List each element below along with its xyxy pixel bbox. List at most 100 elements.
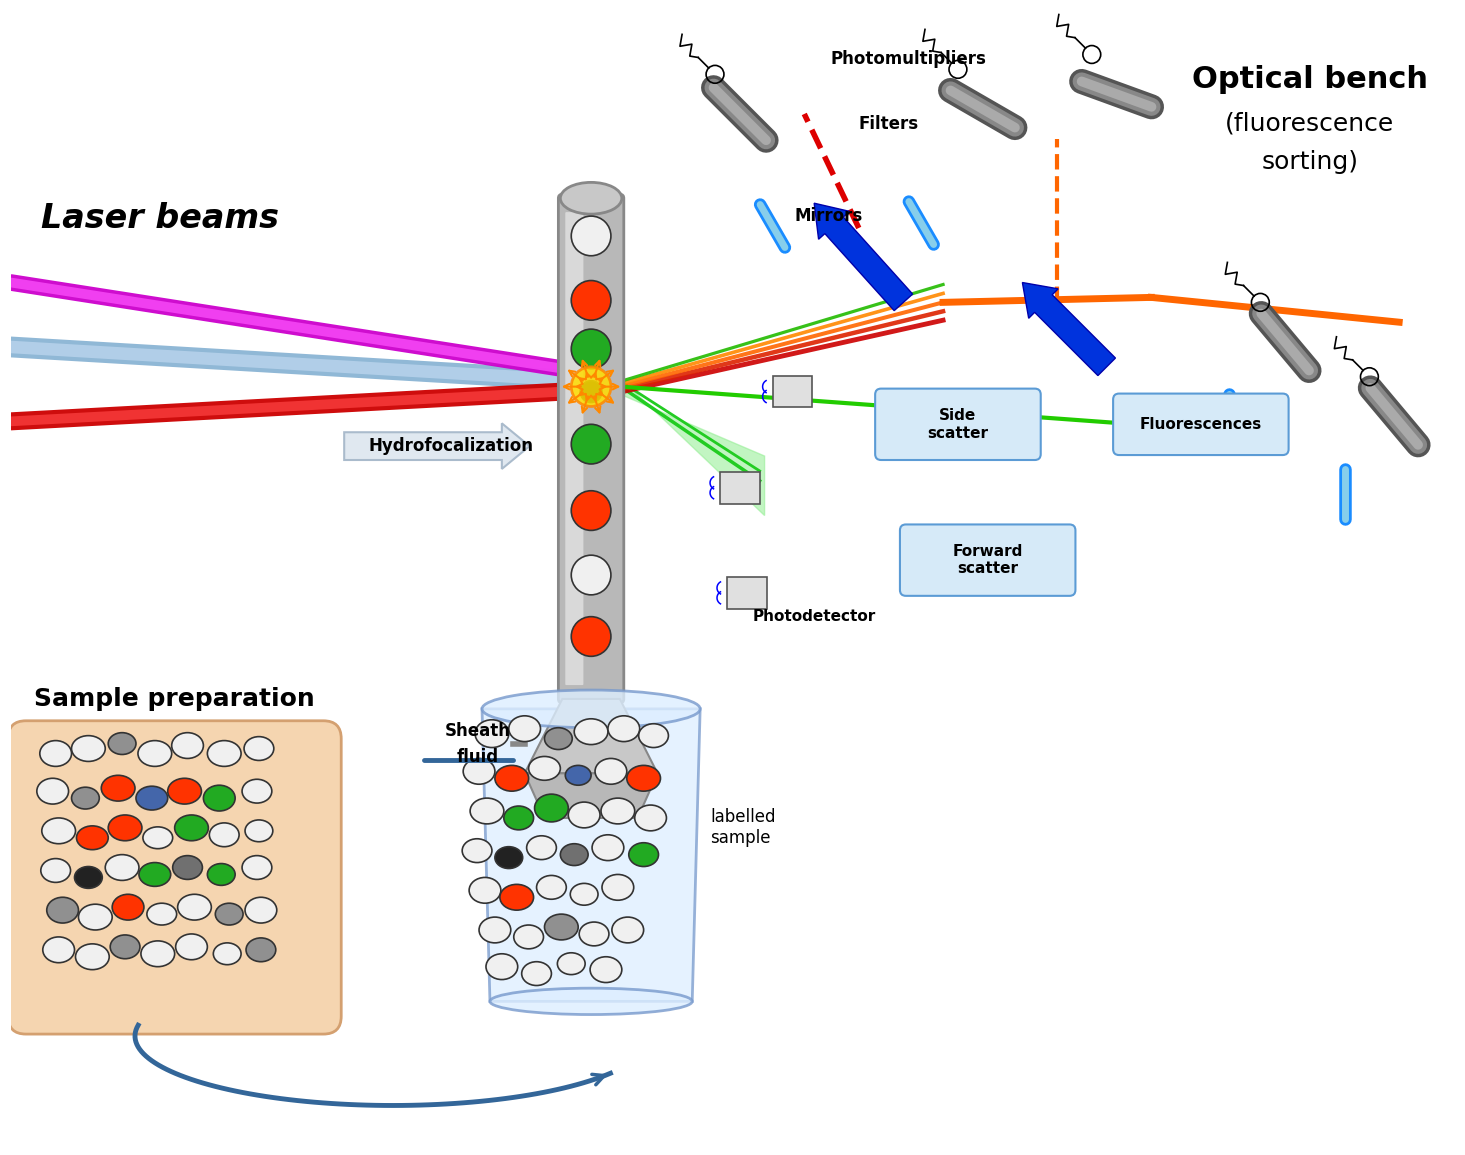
Ellipse shape xyxy=(571,216,611,255)
Ellipse shape xyxy=(522,962,551,985)
Ellipse shape xyxy=(568,802,601,828)
Ellipse shape xyxy=(495,766,529,791)
Ellipse shape xyxy=(37,778,69,804)
Ellipse shape xyxy=(590,956,621,983)
Text: Photomultipliers: Photomultipliers xyxy=(831,51,986,68)
Ellipse shape xyxy=(245,897,277,923)
Ellipse shape xyxy=(595,759,627,784)
Text: Photodetector: Photodetector xyxy=(753,609,876,624)
Polygon shape xyxy=(621,379,765,515)
Ellipse shape xyxy=(634,805,667,830)
Ellipse shape xyxy=(144,827,173,849)
FancyBboxPatch shape xyxy=(565,213,583,685)
Ellipse shape xyxy=(177,894,211,921)
Ellipse shape xyxy=(571,424,611,464)
Text: Fluorescences: Fluorescences xyxy=(1140,417,1261,432)
Ellipse shape xyxy=(72,736,105,761)
Ellipse shape xyxy=(141,941,174,967)
Ellipse shape xyxy=(42,937,75,963)
Polygon shape xyxy=(482,709,700,1001)
FancyArrow shape xyxy=(1023,283,1115,375)
Ellipse shape xyxy=(470,798,504,824)
Ellipse shape xyxy=(41,858,70,882)
Ellipse shape xyxy=(105,855,139,880)
Ellipse shape xyxy=(215,903,243,925)
Ellipse shape xyxy=(173,856,202,879)
Ellipse shape xyxy=(545,728,573,750)
Ellipse shape xyxy=(76,826,108,850)
Text: Hydrofocalization: Hydrofocalization xyxy=(368,437,533,455)
Ellipse shape xyxy=(560,182,621,214)
Text: labelled
sample: labelled sample xyxy=(711,808,775,848)
Ellipse shape xyxy=(242,780,272,803)
Ellipse shape xyxy=(139,863,171,886)
FancyBboxPatch shape xyxy=(9,721,341,1034)
Ellipse shape xyxy=(167,778,201,804)
FancyArrow shape xyxy=(815,203,913,311)
Ellipse shape xyxy=(628,843,658,866)
FancyBboxPatch shape xyxy=(1113,394,1289,455)
FancyBboxPatch shape xyxy=(875,388,1040,460)
Text: Side
scatter: Side scatter xyxy=(927,408,989,440)
Ellipse shape xyxy=(535,795,568,822)
Ellipse shape xyxy=(245,820,272,842)
Ellipse shape xyxy=(245,737,274,760)
Ellipse shape xyxy=(209,822,239,847)
Ellipse shape xyxy=(612,917,643,942)
Ellipse shape xyxy=(47,897,79,923)
Ellipse shape xyxy=(174,815,208,841)
Ellipse shape xyxy=(469,878,501,903)
Ellipse shape xyxy=(40,740,72,767)
FancyBboxPatch shape xyxy=(719,472,760,504)
Ellipse shape xyxy=(489,989,693,1014)
Ellipse shape xyxy=(627,766,661,791)
Text: sorting): sorting) xyxy=(1261,149,1358,173)
Ellipse shape xyxy=(508,716,541,742)
FancyBboxPatch shape xyxy=(558,194,624,703)
Ellipse shape xyxy=(208,740,242,767)
Ellipse shape xyxy=(79,904,113,930)
Ellipse shape xyxy=(514,925,544,948)
Ellipse shape xyxy=(101,775,135,802)
Ellipse shape xyxy=(208,864,234,886)
Ellipse shape xyxy=(571,329,611,368)
Text: fluid: fluid xyxy=(457,748,500,767)
Ellipse shape xyxy=(602,874,634,900)
Ellipse shape xyxy=(565,766,590,785)
Ellipse shape xyxy=(113,894,144,921)
Text: Sample preparation: Sample preparation xyxy=(34,687,315,711)
Ellipse shape xyxy=(529,757,560,781)
Ellipse shape xyxy=(42,818,76,843)
Text: Optical bench: Optical bench xyxy=(1193,65,1428,94)
Ellipse shape xyxy=(571,617,611,656)
Ellipse shape xyxy=(571,281,611,320)
Ellipse shape xyxy=(479,917,511,942)
Ellipse shape xyxy=(242,856,272,879)
Ellipse shape xyxy=(475,720,508,747)
FancyBboxPatch shape xyxy=(772,375,812,408)
Ellipse shape xyxy=(482,690,700,728)
Ellipse shape xyxy=(570,884,598,906)
Text: Filters: Filters xyxy=(858,114,919,133)
Ellipse shape xyxy=(461,839,492,863)
Ellipse shape xyxy=(571,367,611,407)
Text: Mirrors: Mirrors xyxy=(795,207,863,225)
Ellipse shape xyxy=(592,835,624,860)
Ellipse shape xyxy=(146,903,177,925)
Ellipse shape xyxy=(571,556,611,595)
Ellipse shape xyxy=(580,381,602,402)
Ellipse shape xyxy=(495,847,523,869)
Text: Laser beams: Laser beams xyxy=(41,202,278,234)
Ellipse shape xyxy=(486,954,517,979)
Ellipse shape xyxy=(601,798,634,824)
FancyBboxPatch shape xyxy=(727,578,766,609)
Ellipse shape xyxy=(204,785,234,811)
Ellipse shape xyxy=(574,718,608,745)
Ellipse shape xyxy=(608,716,640,742)
FancyArrow shape xyxy=(344,424,530,469)
Ellipse shape xyxy=(504,806,533,829)
Ellipse shape xyxy=(176,934,208,960)
Ellipse shape xyxy=(545,914,579,940)
Ellipse shape xyxy=(136,787,167,810)
Polygon shape xyxy=(524,774,658,818)
